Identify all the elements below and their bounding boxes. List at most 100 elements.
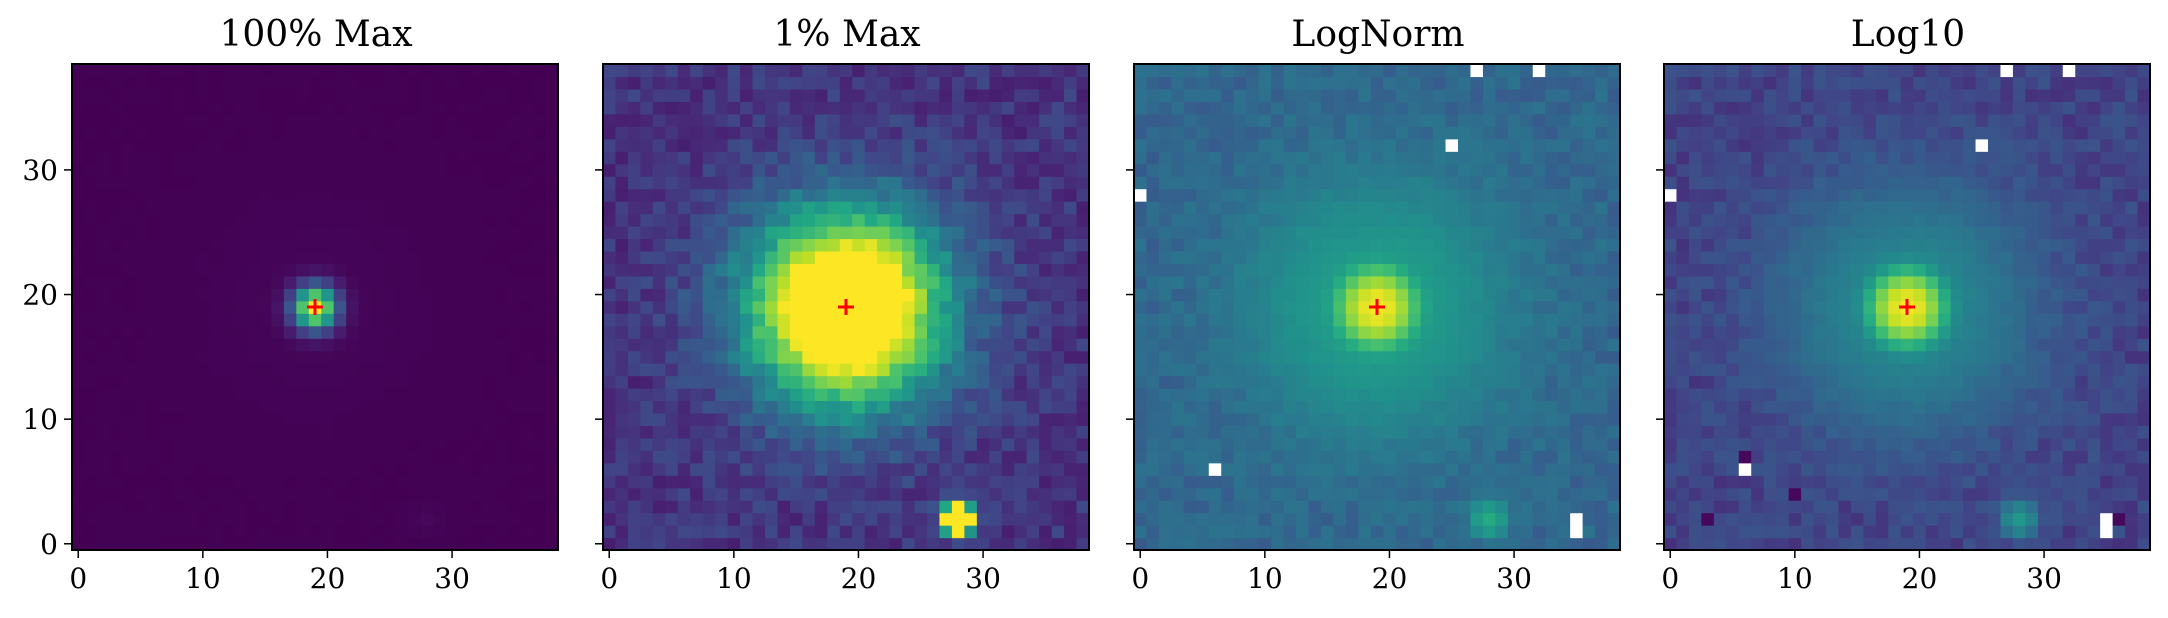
- heatmap-cell: [1171, 88, 1185, 102]
- heatmap-cell: [1433, 537, 1447, 551]
- heatmap-cell: [839, 113, 853, 127]
- heatmap-cell: [1158, 88, 1172, 102]
- heatmap-cell: [545, 101, 559, 115]
- heatmap-cell: [1713, 500, 1727, 514]
- heatmap-cell: [1726, 500, 1740, 514]
- heatmap-cell: [1171, 525, 1185, 539]
- heatmap-cell: [889, 525, 903, 539]
- heatmap-cell: [408, 288, 422, 302]
- heatmap-cell: [2050, 487, 2064, 501]
- heatmap-cell: [789, 201, 803, 215]
- heatmap-cell: [1296, 300, 1310, 314]
- heatmap-cell: [308, 462, 322, 476]
- heatmap-cell: [184, 437, 198, 451]
- heatmap-cell: [171, 138, 185, 152]
- heatmap-cell: [159, 201, 173, 215]
- heatmap-cell: [665, 512, 679, 526]
- heatmap-cell: [533, 275, 547, 289]
- heatmap-cell: [1246, 462, 1260, 476]
- heatmap-cell: [976, 300, 990, 314]
- heatmap-cell: [196, 525, 210, 539]
- heatmap-cell: [1208, 375, 1222, 389]
- heatmap-cell: [1470, 313, 1484, 327]
- heatmap-cell: [1507, 512, 1521, 526]
- heatmap-cell: [789, 450, 803, 464]
- heatmap-cell: [889, 163, 903, 177]
- heatmap-cell: [545, 250, 559, 264]
- heatmap-cell: [1345, 462, 1359, 476]
- heatmap-cell: [296, 350, 310, 364]
- heatmap-cell: [677, 437, 691, 451]
- heatmap-cell: [740, 201, 754, 215]
- heatmap-cell: [533, 163, 547, 177]
- heatmap-cell: [1458, 113, 1472, 127]
- heatmap-cell: [1183, 88, 1197, 102]
- heatmap-cell: [283, 437, 297, 451]
- heatmap-cell: [234, 126, 248, 140]
- heatmap-cell: [1532, 400, 1546, 414]
- heatmap-cell: [458, 500, 472, 514]
- heatmap-cell: [121, 363, 135, 377]
- heatmap-cell: [96, 512, 110, 526]
- heatmap-cell: [246, 151, 260, 165]
- heatmap-cell: [545, 350, 559, 364]
- heatmap-cell: [1196, 275, 1210, 289]
- heatmap-cell: [1713, 462, 1727, 476]
- heatmap-cell: [1196, 450, 1210, 464]
- heatmap-cell: [246, 76, 260, 90]
- heatmap-cell: [1051, 512, 1065, 526]
- heatmap-cell: [1320, 226, 1334, 240]
- heatmap-cell: [1171, 375, 1185, 389]
- heatmap-cell: [296, 238, 310, 252]
- heatmap-cell: [927, 176, 941, 190]
- heatmap-cell: [1076, 138, 1090, 152]
- heatmap-cell: [196, 64, 210, 78]
- heatmap-cell: [1570, 350, 1584, 364]
- heatmap-cell: [146, 450, 160, 464]
- heatmap-cell: [121, 138, 135, 152]
- heatmap-cell: [939, 151, 953, 165]
- heatmap-cell: [196, 350, 210, 364]
- heatmap-cell: [640, 113, 654, 127]
- heatmap-cell: [1134, 151, 1148, 165]
- heatmap-cell: [1433, 138, 1447, 152]
- heatmap-cell: [1333, 500, 1347, 514]
- heatmap-cell: [1246, 101, 1260, 115]
- heatmap-cell: [246, 163, 260, 177]
- heatmap-cell: [420, 500, 434, 514]
- heatmap-cell: [839, 226, 853, 240]
- heatmap-cell: [727, 126, 741, 140]
- heatmap-cell: [1395, 226, 1409, 240]
- heatmap-cell: [814, 450, 828, 464]
- heatmap-cell: [1938, 487, 1952, 501]
- heatmap-cell: [939, 250, 953, 264]
- heatmap-cell: [383, 375, 397, 389]
- heatmap-cell: [1039, 138, 1053, 152]
- heatmap-cell: [1258, 487, 1272, 501]
- heatmap-cell: [1557, 537, 1571, 551]
- heatmap-cell: [1383, 250, 1397, 264]
- heatmap-cell: [458, 437, 472, 451]
- heatmap-cell: [1664, 537, 1678, 551]
- heatmap-cell: [1158, 487, 1172, 501]
- heatmap-cell: [1838, 437, 1852, 451]
- heatmap-cell: [976, 437, 990, 451]
- heatmap-cell: [1051, 525, 1065, 539]
- heatmap-cell: [677, 425, 691, 439]
- heatmap-cell: [640, 450, 654, 464]
- heatmap-cell: [1026, 101, 1040, 115]
- heatmap-cell: [1520, 437, 1534, 451]
- heatmap-cell: [2025, 512, 2039, 526]
- heatmap-cell: [483, 325, 497, 339]
- heatmap-cell: [827, 325, 841, 339]
- heatmap-cell: [1039, 425, 1053, 439]
- heatmap-cell: [1520, 113, 1534, 127]
- heatmap-cell: [1134, 300, 1148, 314]
- heatmap-cell: [1196, 288, 1210, 302]
- heatmap-cell: [727, 201, 741, 215]
- heatmap-cell: [1271, 462, 1285, 476]
- heatmap-cell: [159, 64, 173, 78]
- heatmap-cell: [84, 475, 98, 489]
- heatmap-cell: [470, 76, 484, 90]
- heatmap-cell: [1146, 462, 1160, 476]
